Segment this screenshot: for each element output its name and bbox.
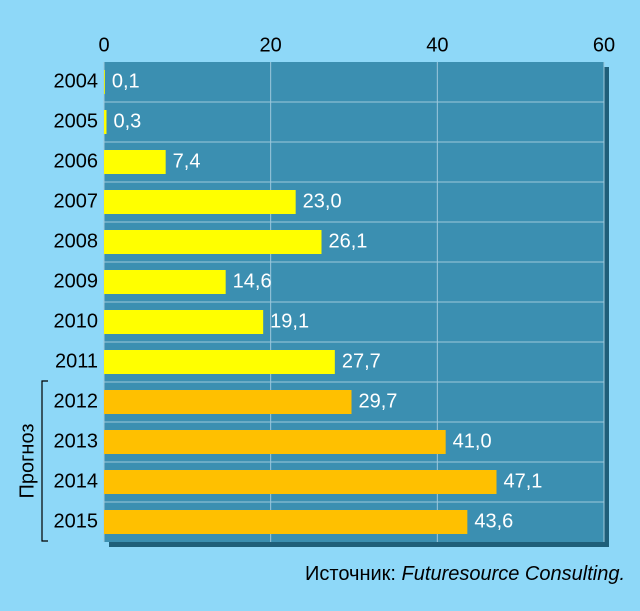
y-tick-label: 2004 — [54, 70, 99, 92]
value-label: 27,7 — [342, 350, 381, 372]
x-tick-label: 40 — [426, 34, 448, 56]
source-label: Источник: — [305, 563, 402, 585]
y-tick-label: 2014 — [54, 470, 99, 492]
bar — [104, 270, 226, 294]
bar — [104, 70, 105, 94]
y-tick-label: 2007 — [54, 190, 99, 212]
value-label: 41,0 — [453, 430, 492, 452]
y-tick-label: 2006 — [54, 150, 99, 172]
y-tick-label: 2005 — [54, 110, 99, 132]
plot: 0 20 40 60 2004 0,1 2005 0,3 2006 7,4 2007 23,0 2008… — [54, 34, 615, 542]
value-label: 43,6 — [474, 510, 513, 532]
bar — [104, 110, 107, 134]
value-label: 23,0 — [303, 190, 342, 212]
bar — [104, 230, 322, 254]
x-tick-label: 0 — [98, 34, 109, 56]
y-tick-label: 2008 — [54, 230, 99, 252]
value-label: 19,1 — [270, 310, 309, 332]
value-label: 47,1 — [504, 470, 543, 492]
y-tick-label: 2011 — [55, 350, 98, 372]
y-tick-label: 2015 — [54, 510, 99, 532]
value-label: 0,3 — [114, 110, 142, 132]
value-label: 26,1 — [329, 230, 368, 252]
y-tick-label: 2013 — [54, 430, 99, 452]
source: Источник: Futuresource Consulting. — [305, 563, 625, 585]
bar — [104, 190, 296, 214]
bar — [104, 430, 446, 454]
source-name: Futuresource Consulting. — [402, 563, 625, 585]
y-tick-label: 2009 — [54, 270, 99, 292]
bar — [104, 510, 468, 534]
value-label: 0,1 — [112, 70, 140, 92]
value-label: 14,6 — [233, 270, 272, 292]
bar — [104, 350, 335, 374]
value-label: 29,7 — [359, 390, 398, 412]
value-label: 7,4 — [173, 150, 201, 172]
y-tick-label: 2012 — [54, 390, 99, 412]
y-tick-label: 2010 — [54, 310, 99, 332]
x-tick-label: 20 — [260, 34, 282, 56]
forecast-label: Прогноз — [16, 423, 38, 498]
bar — [104, 470, 497, 494]
forecast-bracket — [41, 380, 48, 542]
bar — [104, 150, 166, 174]
bar — [104, 390, 352, 414]
bar — [104, 310, 264, 334]
x-tick-label: 60 — [593, 34, 615, 56]
